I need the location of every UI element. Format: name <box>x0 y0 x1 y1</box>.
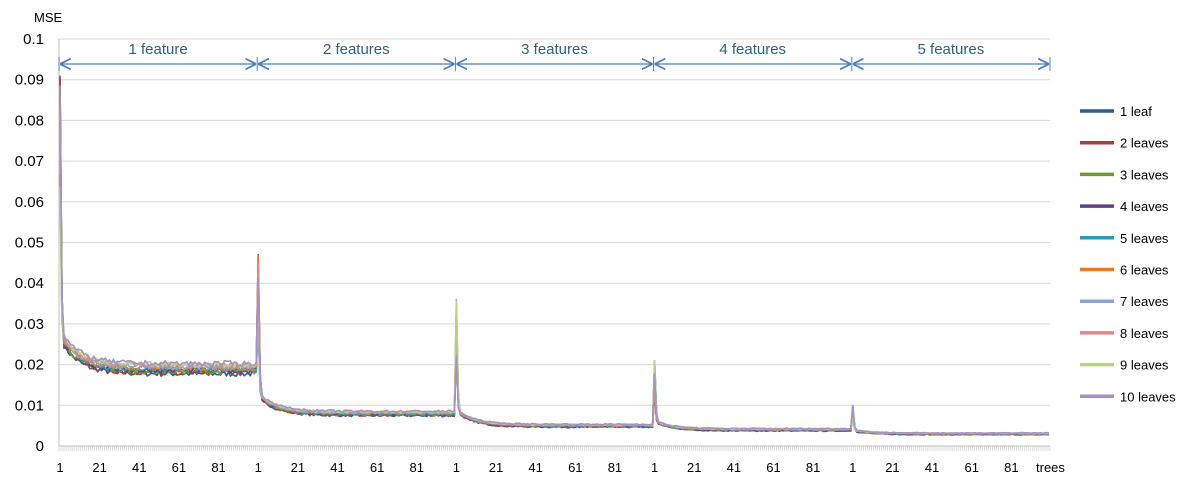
legend-label: 5 leaves <box>1120 231 1169 246</box>
x-axis-label: trees <box>1036 460 1065 475</box>
series-line <box>59 142 1050 435</box>
group-annotations: 1 feature 2 features 3 features 4 features 5… <box>58 41 1051 71</box>
group-label: 4 features <box>719 41 786 58</box>
x-tick-label: 1 <box>453 460 460 475</box>
series-line <box>59 186 1050 435</box>
grid-layer: 0 0.01 0.02 0.03 0.04 0.05 0.06 0.07 0.08 0.09 0.1 <box>15 31 1050 455</box>
x-tick-label: 41 <box>330 460 344 475</box>
series-line <box>59 123 1050 436</box>
series-line <box>59 175 1050 436</box>
x-tick-label: 21 <box>92 460 106 475</box>
y-tick-label: 0.03 <box>15 316 44 333</box>
y-tick-label: 0.02 <box>15 357 44 374</box>
y-tick-label: 0.01 <box>15 397 44 414</box>
x-minor-ticks <box>58 446 1051 451</box>
x-tick-label: 81 <box>1004 460 1018 475</box>
x-tick-label: 81 <box>806 460 820 475</box>
x-tick-label: 81 <box>211 460 225 475</box>
x-tick-label: 81 <box>410 460 424 475</box>
x-tick-label: 61 <box>370 460 384 475</box>
y-tick-label: 0.09 <box>15 72 44 89</box>
x-tick-label: 81 <box>608 460 622 475</box>
group-label: 5 features <box>918 41 985 58</box>
x-tick-label: 21 <box>687 460 701 475</box>
x-tick-label: 61 <box>766 460 780 475</box>
y-tick-label: 0.06 <box>15 194 44 211</box>
x-tick-label: 21 <box>885 460 899 475</box>
x-tick-label: 41 <box>727 460 741 475</box>
legend-label: 3 leaves <box>1120 167 1169 182</box>
legend-label: 9 leaves <box>1120 358 1169 373</box>
x-tick-label: 1 <box>651 460 658 475</box>
group-label: 3 features <box>521 41 588 58</box>
series-line <box>59 75 1050 436</box>
series-line <box>59 77 1050 436</box>
y-tick-label: 0.07 <box>15 153 44 170</box>
y-tick-label: 0.1 <box>23 31 44 48</box>
group-label: 2 features <box>323 41 390 58</box>
x-tick-label: 21 <box>489 460 503 475</box>
axis-layer: MSE trees 1 21 41 61 81 1 21 41 61 81 1 21 41 61 81 1 21… <box>34 10 1065 475</box>
legend-label: 4 leaves <box>1120 199 1169 214</box>
x-tick-label: 21 <box>291 460 305 475</box>
y-tick-label: 0.04 <box>15 275 44 292</box>
series-line <box>59 94 1050 436</box>
legend-label: 1 leaf <box>1120 104 1152 119</box>
legend-label: 8 leaves <box>1120 326 1169 341</box>
x-tick-label: 1 <box>56 460 63 475</box>
series-layer <box>59 75 1050 436</box>
series-line <box>59 157 1050 435</box>
legend-label: 10 leaves <box>1120 389 1176 404</box>
series-line <box>59 85 1050 435</box>
series-line <box>59 110 1050 435</box>
x-tick-label: 61 <box>568 460 582 475</box>
legend: 1 leaf 2 leaves 3 leaves 4 leaves 5 leaves 6 … <box>1080 104 1176 404</box>
legend-label: 7 leaves <box>1120 294 1169 309</box>
y-tick-label: 0.05 <box>15 235 44 252</box>
x-tick-label: 41 <box>925 460 939 475</box>
x-tick-label: 1 <box>255 460 262 475</box>
legend-label: 6 leaves <box>1120 263 1169 278</box>
x-tick-label: 61 <box>172 460 186 475</box>
y-tick-label: 0.08 <box>15 112 44 129</box>
legend-label: 2 leaves <box>1120 136 1169 151</box>
group-label: 1 feature <box>128 41 187 58</box>
x-tick-label: 41 <box>528 460 542 475</box>
x-tick-label: 61 <box>964 460 978 475</box>
y-axis-label: MSE <box>34 10 63 25</box>
x-tick-label: 41 <box>132 460 146 475</box>
x-tick-label: 1 <box>849 460 856 475</box>
y-tick-label: 0 <box>36 438 44 455</box>
